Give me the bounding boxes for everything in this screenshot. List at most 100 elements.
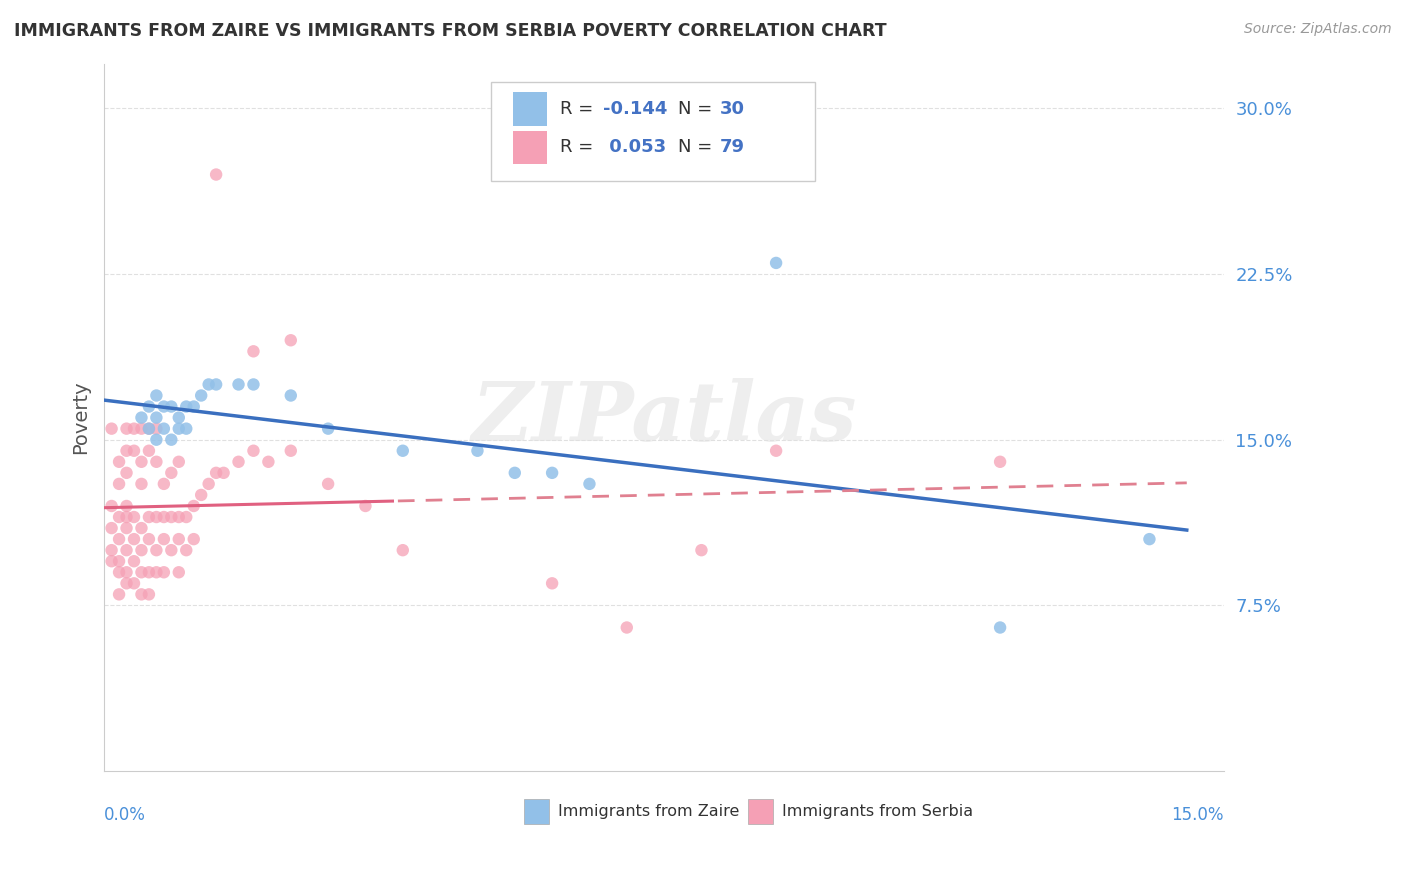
Point (190, 488, 212, 502)
Point (205, 377, 228, 392)
Point (108, 587, 131, 601)
Point (108, 532, 131, 546)
Point (122, 443, 145, 458)
Point (391, 543, 413, 558)
Point (160, 466, 183, 480)
Point (167, 422, 190, 436)
Point (174, 510, 197, 524)
Point (100, 543, 122, 558)
FancyBboxPatch shape (491, 82, 815, 181)
Point (167, 510, 190, 524)
Point (183, 400, 205, 414)
Point (115, 566, 138, 580)
Text: -0.144: -0.144 (603, 100, 666, 119)
Point (108, 476, 131, 491)
Point (197, 377, 219, 392)
Point (167, 410, 190, 425)
Point (153, 566, 176, 580)
Point (160, 433, 183, 447)
Point (145, 388, 167, 402)
Point (153, 400, 176, 414)
Point (115, 466, 138, 480)
Point (174, 543, 197, 558)
Point (205, 466, 228, 480)
Point (122, 576, 145, 591)
Point (153, 532, 176, 546)
Point (242, 377, 264, 392)
Point (131, 543, 153, 558)
Text: R =: R = (560, 138, 599, 156)
Point (138, 587, 160, 601)
Point (115, 422, 138, 436)
Point (115, 499, 138, 513)
Point (160, 543, 183, 558)
Point (354, 499, 377, 513)
Point (122, 554, 145, 568)
Point (160, 510, 183, 524)
Point (131, 476, 153, 491)
Point (131, 410, 153, 425)
Point (108, 554, 131, 568)
Point (145, 543, 167, 558)
Text: 79: 79 (720, 138, 745, 156)
Point (100, 422, 122, 436)
Point (467, 443, 489, 458)
Point (131, 455, 153, 469)
Point (138, 566, 160, 580)
Text: N =: N = (678, 138, 717, 156)
Point (115, 510, 138, 524)
Point (100, 554, 122, 568)
Point (115, 521, 138, 535)
Point (108, 566, 131, 580)
Point (212, 466, 235, 480)
Point (242, 443, 264, 458)
Point (145, 566, 167, 580)
Bar (513, 130, 547, 164)
Point (167, 455, 190, 469)
Point (167, 532, 190, 546)
Point (131, 521, 153, 535)
Point (205, 168, 228, 182)
Point (138, 443, 160, 458)
Point (160, 400, 183, 414)
Point (183, 532, 205, 546)
Point (138, 510, 160, 524)
Point (616, 620, 638, 634)
Point (145, 410, 167, 425)
Point (541, 576, 564, 591)
Point (145, 422, 167, 436)
Point (115, 576, 138, 591)
Point (115, 543, 138, 558)
Point (131, 587, 153, 601)
Point (316, 422, 339, 436)
Point (167, 566, 190, 580)
Point (100, 499, 122, 513)
Point (108, 510, 131, 524)
Y-axis label: Poverty: Poverty (72, 381, 90, 454)
Text: IMMIGRANTS FROM ZAIRE VS IMMIGRANTS FROM SERBIA POVERTY CORRELATION CHART: IMMIGRANTS FROM ZAIRE VS IMMIGRANTS FROM… (14, 22, 887, 40)
Point (153, 510, 176, 524)
Point (145, 433, 167, 447)
Text: 0.053: 0.053 (603, 138, 665, 156)
Bar (524, 799, 548, 824)
Point (228, 377, 250, 392)
Point (503, 466, 526, 480)
Point (138, 422, 160, 436)
Point (153, 476, 176, 491)
Text: 15.0%: 15.0% (1171, 806, 1225, 824)
Point (145, 510, 167, 524)
Point (145, 455, 167, 469)
Text: N =: N = (678, 100, 717, 119)
Point (541, 466, 564, 480)
Point (131, 566, 153, 580)
Point (190, 388, 212, 402)
Point (122, 510, 145, 524)
Text: 30: 30 (720, 100, 745, 119)
Text: Source: ZipAtlas.com: Source: ZipAtlas.com (1244, 22, 1392, 37)
Point (280, 333, 302, 347)
Point (183, 499, 205, 513)
Text: 0.0%: 0.0% (104, 806, 146, 824)
Text: Immigrants from Serbia: Immigrants from Serbia (782, 804, 973, 819)
Point (138, 532, 160, 546)
Point (228, 455, 250, 469)
